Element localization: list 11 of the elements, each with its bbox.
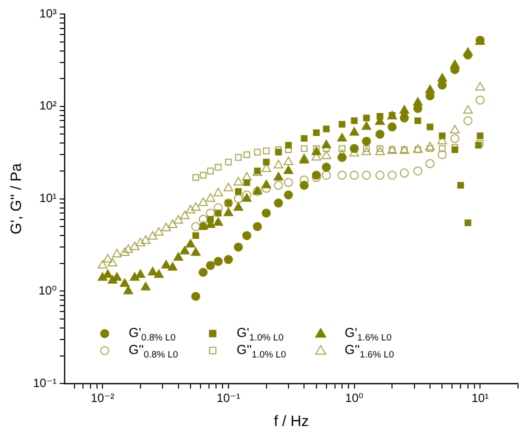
x-axis-title: f / Hz: [274, 413, 309, 430]
y-tick-label: 10⁻¹: [32, 376, 57, 390]
x-tick-label: 10⁰: [345, 391, 364, 406]
y-tick-label: 10³: [39, 6, 57, 20]
x-tick-label: 10¹: [471, 391, 489, 406]
x-tick-label: 10⁻¹: [216, 391, 240, 406]
x-tick-label: 10⁻²: [90, 391, 114, 406]
y-tick-label: 10²: [39, 98, 57, 113]
y-tick-label: 10¹: [39, 191, 57, 206]
y-tick-label: 10⁰: [38, 284, 57, 298]
y-axis-title: G', G'' / Pa: [8, 162, 26, 234]
